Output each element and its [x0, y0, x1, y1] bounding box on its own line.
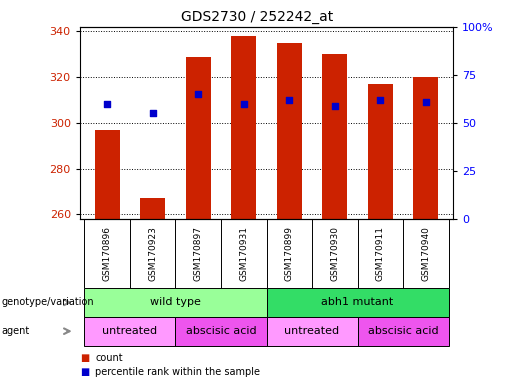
Bar — [186, 56, 211, 219]
Text: GSM170896: GSM170896 — [102, 226, 112, 281]
Text: ■: ■ — [80, 353, 89, 363]
Bar — [357, 317, 449, 346]
Text: GDS2730 / 252242_at: GDS2730 / 252242_at — [181, 10, 334, 23]
Bar — [84, 288, 267, 317]
Text: abscisic acid: abscisic acid — [368, 326, 438, 336]
Text: abscisic acid: abscisic acid — [186, 326, 256, 336]
Text: GSM170911: GSM170911 — [376, 226, 385, 281]
Text: GSM170931: GSM170931 — [239, 226, 248, 281]
Text: GSM170899: GSM170899 — [285, 226, 294, 281]
Point — [376, 97, 385, 103]
Text: untreated: untreated — [102, 326, 158, 336]
Text: GSM170930: GSM170930 — [330, 226, 339, 281]
Point — [239, 101, 248, 107]
Text: GSM170923: GSM170923 — [148, 226, 157, 281]
Text: agent: agent — [1, 326, 29, 336]
Text: untreated: untreated — [284, 326, 339, 336]
Bar — [84, 317, 176, 346]
Point — [422, 99, 430, 105]
Point — [285, 97, 294, 103]
Point — [148, 110, 157, 116]
Bar — [267, 288, 449, 317]
Bar — [231, 36, 256, 219]
Text: GSM170897: GSM170897 — [194, 226, 203, 281]
Text: genotype/variation: genotype/variation — [1, 297, 94, 308]
Bar — [277, 43, 302, 219]
Bar — [95, 130, 119, 219]
Point — [194, 91, 202, 97]
Bar — [368, 84, 393, 219]
Text: count: count — [95, 353, 123, 363]
Point — [331, 103, 339, 109]
Text: GSM170940: GSM170940 — [421, 226, 431, 281]
Text: abh1 mutant: abh1 mutant — [321, 297, 393, 308]
Bar — [140, 198, 165, 219]
Bar — [176, 317, 267, 346]
Point — [103, 101, 111, 107]
Text: ■: ■ — [80, 366, 89, 377]
Text: wild type: wild type — [150, 297, 201, 308]
Text: percentile rank within the sample: percentile rank within the sample — [95, 366, 260, 377]
Bar — [322, 54, 347, 219]
Bar — [414, 77, 438, 219]
Bar — [267, 317, 357, 346]
